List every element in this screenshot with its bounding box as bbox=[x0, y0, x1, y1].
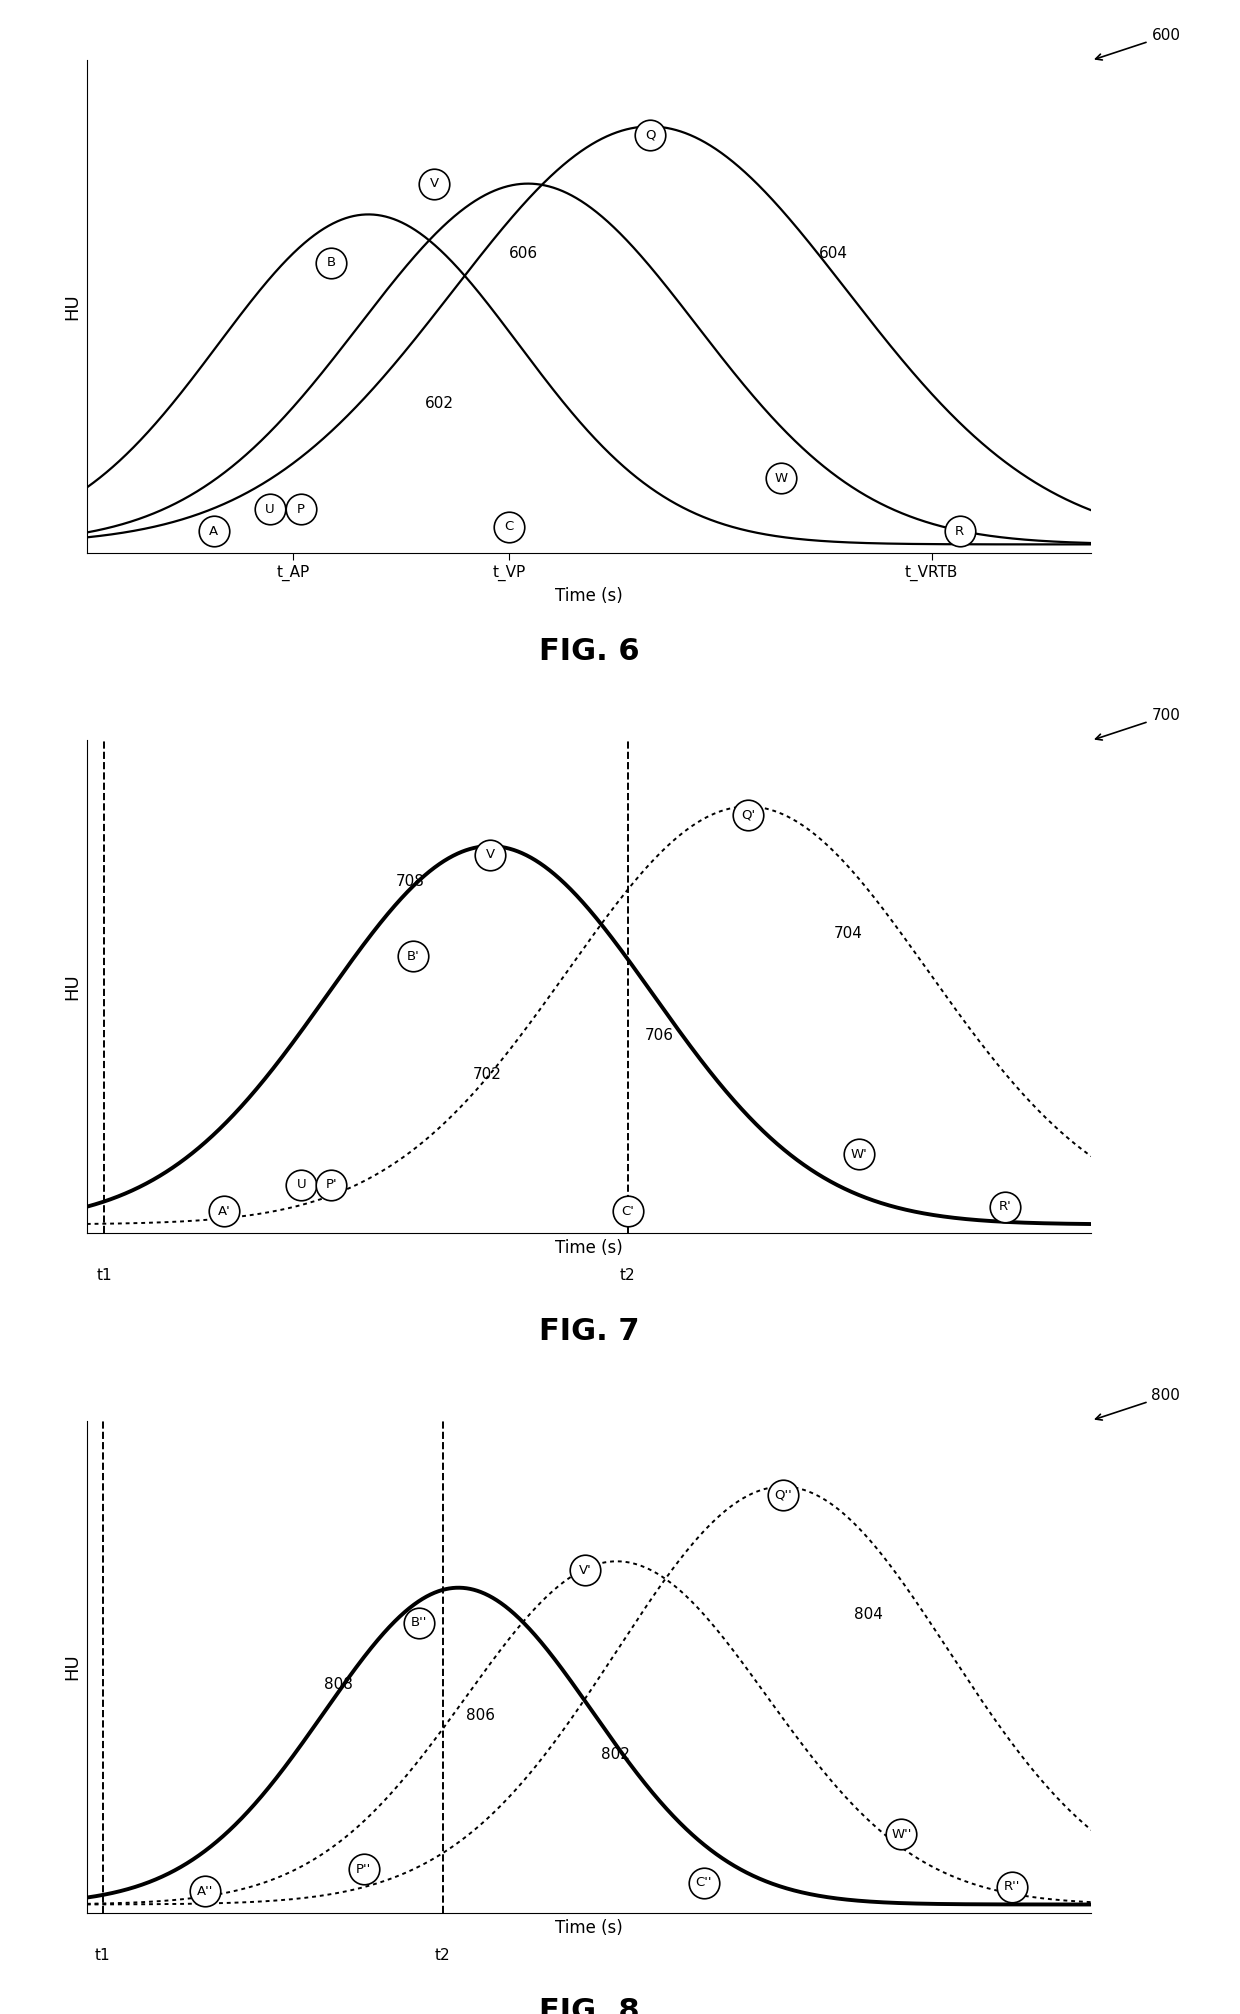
Text: Q: Q bbox=[645, 129, 655, 141]
X-axis label: Time (s): Time (s) bbox=[556, 586, 622, 604]
Text: B: B bbox=[326, 256, 336, 270]
Text: Q'': Q'' bbox=[774, 1488, 791, 1502]
Text: 804: 804 bbox=[854, 1607, 883, 1621]
Text: R': R' bbox=[999, 1200, 1012, 1212]
Text: 600: 600 bbox=[1096, 28, 1180, 60]
Text: 808: 808 bbox=[324, 1678, 353, 1692]
Text: A'': A'' bbox=[197, 1885, 213, 1897]
Text: A: A bbox=[210, 526, 218, 538]
Text: FIG. 8: FIG. 8 bbox=[538, 1998, 640, 2014]
Text: FIG. 6: FIG. 6 bbox=[538, 636, 640, 667]
Text: 702: 702 bbox=[474, 1067, 502, 1082]
Text: V': V' bbox=[579, 1563, 591, 1577]
Text: t1: t1 bbox=[94, 1948, 110, 1964]
Text: W': W' bbox=[851, 1148, 868, 1160]
Text: W'': W'' bbox=[892, 1827, 911, 1841]
Text: C'': C'' bbox=[696, 1875, 712, 1889]
Text: U: U bbox=[296, 1178, 306, 1192]
Text: FIG. 7: FIG. 7 bbox=[538, 1317, 640, 1345]
Text: t1: t1 bbox=[97, 1267, 112, 1283]
Text: 708: 708 bbox=[396, 874, 425, 888]
Text: P: P bbox=[296, 504, 305, 516]
Text: 700: 700 bbox=[1096, 709, 1180, 739]
Text: 604: 604 bbox=[818, 246, 848, 262]
Text: V: V bbox=[429, 177, 439, 189]
Text: B': B' bbox=[407, 949, 419, 963]
Text: 602: 602 bbox=[425, 397, 454, 411]
Text: R'': R'' bbox=[1004, 1881, 1021, 1893]
Text: 704: 704 bbox=[833, 926, 863, 941]
X-axis label: Time (s): Time (s) bbox=[556, 1919, 622, 1937]
Text: P'': P'' bbox=[356, 1863, 371, 1875]
Y-axis label: HU: HU bbox=[63, 294, 82, 320]
Text: C': C' bbox=[621, 1204, 634, 1218]
Text: B'': B'' bbox=[410, 1617, 427, 1629]
Y-axis label: HU: HU bbox=[63, 973, 82, 1001]
Text: 802: 802 bbox=[601, 1748, 630, 1762]
Text: R: R bbox=[955, 526, 965, 538]
Text: V: V bbox=[486, 848, 495, 862]
X-axis label: Time (s): Time (s) bbox=[556, 1239, 622, 1257]
Text: 800: 800 bbox=[1096, 1388, 1180, 1420]
Text: 606: 606 bbox=[510, 246, 538, 262]
Text: 806: 806 bbox=[466, 1708, 496, 1722]
Text: P': P' bbox=[326, 1178, 337, 1192]
Text: C: C bbox=[505, 520, 513, 534]
Text: t2: t2 bbox=[620, 1267, 635, 1283]
Text: 706: 706 bbox=[645, 1027, 673, 1043]
Text: A': A' bbox=[218, 1204, 231, 1218]
Text: t2: t2 bbox=[435, 1948, 450, 1964]
Y-axis label: HU: HU bbox=[63, 1653, 82, 1680]
Text: U: U bbox=[265, 504, 274, 516]
Text: W: W bbox=[775, 471, 787, 485]
Text: Q': Q' bbox=[740, 810, 755, 822]
